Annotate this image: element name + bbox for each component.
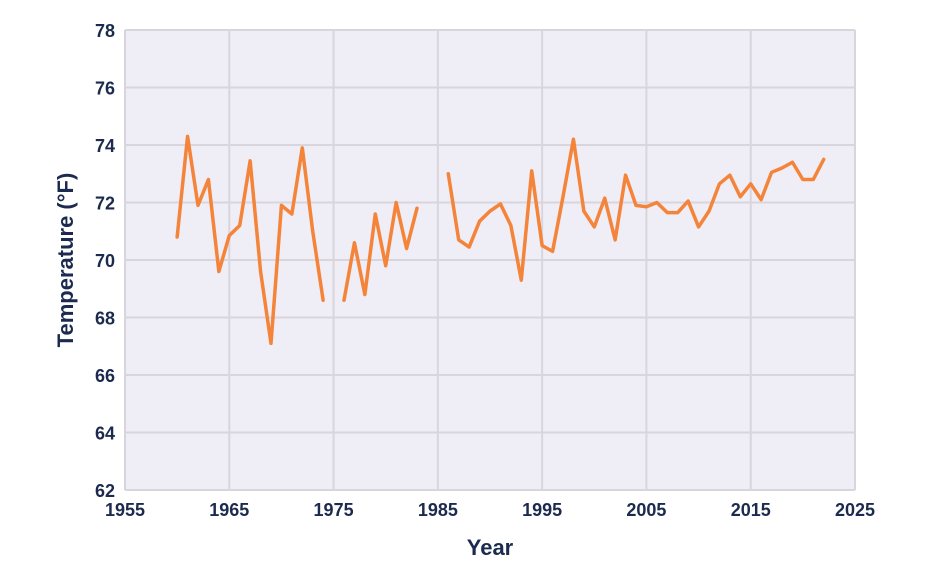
y-tick-label: 76 [95, 79, 115, 99]
y-tick-label: 62 [95, 481, 115, 501]
x-axis-ticks: 1955 1965 1975 1985 1995 2005 2015 2025 [105, 500, 875, 520]
x-tick-label: 2025 [835, 500, 875, 520]
y-tick-label: 70 [95, 251, 115, 271]
x-tick-label: 1995 [522, 500, 562, 520]
y-axis-label: Temperature (°F) [53, 173, 78, 348]
y-tick-label: 72 [95, 194, 115, 214]
x-axis-label: Year [467, 535, 514, 560]
x-tick-label: 1955 [105, 500, 145, 520]
y-tick-label: 66 [95, 366, 115, 386]
x-tick-label: 1985 [418, 500, 458, 520]
y-tick-label: 74 [95, 136, 115, 156]
x-tick-label: 1965 [209, 500, 249, 520]
y-tick-label: 68 [95, 309, 115, 329]
y-tick-label: 64 [95, 424, 115, 444]
x-tick-label: 1975 [314, 500, 354, 520]
y-tick-label: 78 [95, 21, 115, 41]
y-axis-ticks: 62 64 66 68 70 72 74 76 78 [95, 21, 115, 501]
x-tick-label: 2015 [731, 500, 771, 520]
x-tick-label: 2005 [626, 500, 666, 520]
